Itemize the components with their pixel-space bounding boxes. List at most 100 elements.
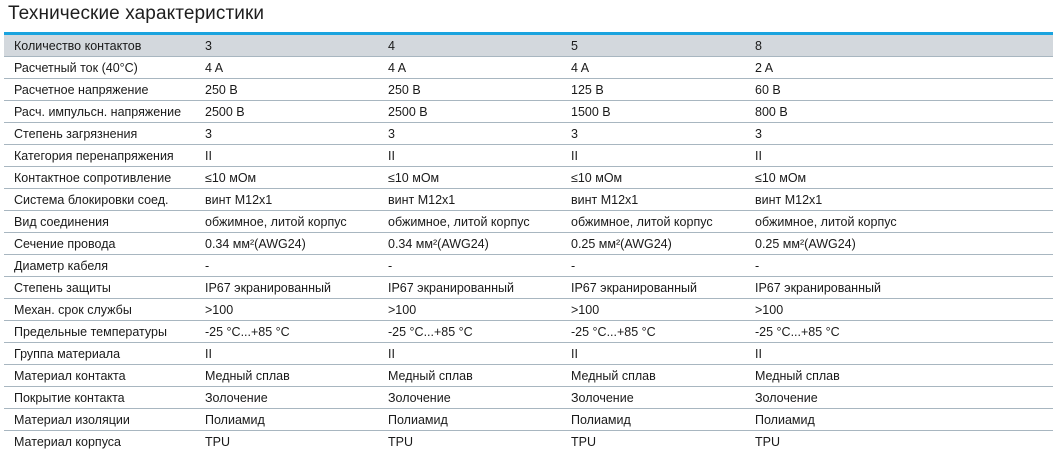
cell-value: обжимное, литой корпус [384,210,567,233]
row-label: Степень защиты [4,276,201,299]
cell-value: 3 [201,122,384,145]
table-row: Диаметр кабеля - - - - [4,254,1053,277]
cell-value: II [201,342,384,365]
cell-value: 5 [567,35,751,57]
row-label: Материал изоляции [4,408,201,431]
cell-value: Медный сплав [201,364,384,387]
cell-value: 4 [384,35,567,57]
cell-value: - [751,254,1053,277]
cell-value: -25 °C...+85 °C [567,320,751,343]
cell-value: II [567,144,751,167]
table-row: Система блокировки соед. винт M12x1 винт M… [4,188,1053,211]
cell-value: >100 [751,298,1053,321]
cell-value: II [384,144,567,167]
cell-value: обжимное, литой корпус [201,210,384,233]
cell-value: II [201,144,384,167]
row-label: Предельные температуры [4,320,201,343]
cell-value: 60 В [751,78,1053,101]
cell-value: II [384,342,567,365]
table-row: Вид соединения обжимное, литой корпус обжи… [4,210,1053,233]
cell-value: обжимное, литой корпус [751,210,1053,233]
cell-value: Полиамид [567,408,751,431]
spec-table-body: Количество контактов 3 4 5 8 Расчетный ток (4… [4,35,1053,452]
cell-value: IP67 экранированный [201,276,384,299]
table-row: Степень защиты IP67 экранированный IP67 эк… [4,276,1053,299]
row-label: Группа материала [4,342,201,365]
cell-value: 4 A [384,56,567,79]
table-row: Расч. импульсн. напряжение 2500 В 2500 В 15… [4,100,1053,123]
row-label: Контактное сопротивление [4,166,201,189]
row-label: Вид соединения [4,210,201,233]
cell-value: 0.25 мм²(AWG24) [567,232,751,255]
cell-value: Медный сплав [567,364,751,387]
cell-value: Золочение [384,386,567,409]
cell-value: Золочение [201,386,384,409]
row-label: Механ. срок службы [4,298,201,321]
cell-value: - [201,254,384,277]
cell-value: IP67 экранированный [751,276,1053,299]
cell-value: TPU [388,434,413,449]
cell-value: -25 °C...+85 °C [384,320,567,343]
cell-value: - [384,254,567,277]
cell-value: обжимное, литой корпус [567,210,751,233]
table-row: Расчетное напряжение 250 В 250 В 125 В 60 В [4,78,1053,101]
cell-value: >100 [201,298,384,321]
table-header-row: Количество контактов 3 4 5 8 [4,35,1053,57]
cell-value: ≤10 мОм [201,166,384,189]
row-label: Покрытие контакта [4,386,201,409]
cell-value: 3 [567,122,751,145]
table-row: Материал корпуса TPU TPU TPU TPU [4,431,1053,453]
row-label: Диаметр кабеля [4,254,201,277]
cell-value: 1500 В [567,100,751,123]
page-title: Технические характеристики [8,3,265,24]
row-label: Сечение провода [4,232,201,255]
row-label: Расч. импульсн. напряжение [4,100,201,123]
row-label: Материал корпуса [14,434,122,449]
cell-value: ≤10 мОм [567,166,751,189]
cell-value: Золочение [567,386,751,409]
cell-value: ≤10 мОм [384,166,567,189]
row-label: Количество контактов [4,35,201,57]
cell-value: 800 В [751,100,1053,123]
cell-value: винт M12x1 [751,188,1053,211]
cell-value: Медный сплав [384,364,567,387]
cell-value: 0.25 мм²(AWG24) [751,232,1053,255]
title-accent-line [4,32,1053,35]
table-row: Степень загрязнения 3 3 3 3 [4,122,1053,145]
table-row: Материал изоляции Полиамид Полиамид Полиами… [4,408,1053,431]
table-row: Предельные температуры -25 °C...+85 °C -25… [4,320,1053,343]
row-label: Степень загрязнения [4,122,201,145]
cell-value: 2500 В [201,100,384,123]
cell-value: Золочение [751,386,1053,409]
cell-value: 125 В [567,78,751,101]
cell-value: II [751,144,1053,167]
table-row: Сечение провода 0.34 мм²(AWG24) 0.34 мм²(A… [4,232,1053,255]
table-row: Контактное сопротивление ≤10 мОм ≤10 мОм ≤1… [4,166,1053,189]
table-row: Материал контакта Медный сплав Медный спла… [4,364,1053,387]
cell-value: 8 [751,35,1053,57]
cell-value: >100 [567,298,751,321]
spec-table: Количество контактов 3 4 5 8 Расчетный ток (4… [4,35,1053,452]
cell-value: 3 [201,35,384,57]
cell-value: -25 °C...+85 °C [201,320,384,343]
cell-value: - [567,254,751,277]
cell-value: Медный сплав [751,364,1053,387]
row-label: Расчетное напряжение [4,78,201,101]
table-row: Категория перенапряжения II II II II [4,144,1053,167]
cell-value: 2500 В [384,100,567,123]
table-row: Механ. срок службы >100 >100 >100 >100 [4,298,1053,321]
table-row: Покрытие контакта Золочение Золочение Золоч… [4,386,1053,409]
cell-value: II [751,342,1053,365]
row-label: Расчетный ток (40°C) [4,56,201,79]
cell-value: Полиамид [751,408,1053,431]
cell-value: 0.34 мм²(AWG24) [201,232,384,255]
cell-value: >100 [384,298,567,321]
cell-value: 250 В [201,78,384,101]
cell-value: 4 A [201,56,384,79]
row-label: Система блокировки соед. [4,188,201,211]
row-label: Категория перенапряжения [4,144,201,167]
cell-value: 0.34 мм²(AWG24) [384,232,567,255]
cell-value: IP67 экранированный [567,276,751,299]
cell-value: 3 [384,122,567,145]
